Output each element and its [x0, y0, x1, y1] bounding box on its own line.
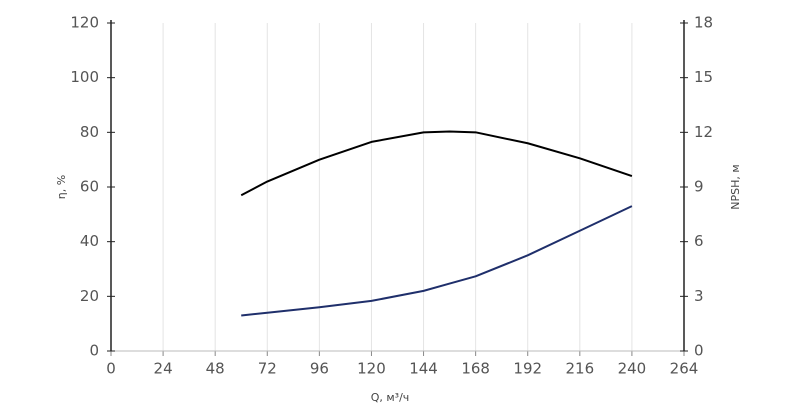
y-tick-label: 60 — [80, 178, 99, 196]
x-tick-label: 24 — [154, 360, 173, 378]
y-tick-label: 80 — [80, 123, 99, 141]
x-tick-label: 96 — [310, 360, 329, 378]
y-tick-label: 120 — [70, 14, 99, 32]
y2-tick-label: 6 — [694, 232, 704, 250]
y-tick-label: 0 — [89, 342, 99, 360]
y2-tick-label: 3 — [694, 287, 704, 305]
y2-tick-label: 18 — [694, 14, 713, 32]
x-tick-label: 168 — [461, 360, 490, 378]
x-tick-label: 144 — [409, 360, 438, 378]
data-line — [241, 205, 633, 317]
y2-axis-label: NPSH, м — [729, 164, 742, 209]
y-axis-label: η, % — [55, 175, 68, 199]
y2-tick-label: 9 — [694, 178, 704, 196]
x-tick-label: 240 — [618, 360, 647, 378]
x-axis-label: Q, м³/ч — [371, 391, 410, 404]
x-tick-label: 72 — [258, 360, 277, 378]
y2-tick-label: 0 — [694, 342, 704, 360]
y2-tick-label: 12 — [694, 123, 713, 141]
x-tick-label: 192 — [513, 360, 542, 378]
x-tick-label: 0 — [106, 360, 116, 378]
x-tick-label: 264 — [670, 360, 699, 378]
y-tick-label: 40 — [80, 232, 99, 250]
x-tick-label: 120 — [357, 360, 386, 378]
y2-tick-label: 15 — [694, 68, 713, 86]
x-tick-label: 216 — [565, 360, 594, 378]
data-line — [240, 130, 633, 197]
y-tick-label: 100 — [70, 68, 99, 86]
x-tick-label: 48 — [206, 360, 225, 378]
y-tick-label: 20 — [80, 287, 99, 305]
